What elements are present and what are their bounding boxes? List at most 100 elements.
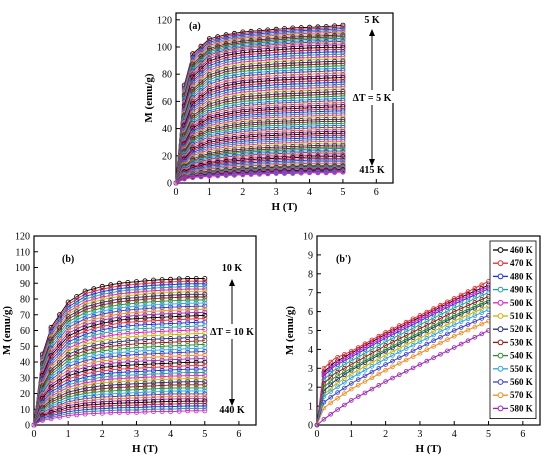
data-point — [185, 342, 191, 348]
series-line — [33, 285, 205, 426]
data-point — [240, 152, 246, 158]
data-point — [332, 169, 338, 175]
data-point — [298, 38, 304, 44]
series-line — [33, 358, 205, 426]
y-tick-label: 6 — [308, 307, 313, 318]
data-point — [125, 366, 131, 372]
data-point — [281, 27, 287, 33]
data-point — [340, 144, 346, 150]
data-point — [57, 378, 63, 384]
data-point — [65, 348, 71, 354]
data-point — [125, 327, 131, 333]
data-point — [150, 315, 156, 321]
data-point — [108, 410, 114, 416]
series-line — [33, 351, 205, 426]
data-point — [116, 342, 122, 348]
data-point — [99, 283, 105, 289]
data-point — [133, 315, 139, 321]
x-tick-label: 5 — [340, 187, 345, 198]
data-point — [150, 364, 156, 370]
data-point — [298, 170, 304, 176]
data-point — [125, 369, 131, 375]
data-point — [116, 378, 122, 384]
x-tick-label: 4 — [168, 429, 173, 440]
data-point — [176, 331, 182, 337]
data-point — [355, 371, 361, 377]
data-point — [290, 158, 296, 164]
data-point — [57, 365, 63, 371]
data-point — [240, 44, 246, 50]
data-point — [231, 44, 237, 50]
data-point — [185, 320, 191, 326]
data-point — [185, 278, 191, 284]
data-point — [168, 298, 174, 304]
data-point — [273, 157, 279, 163]
y-tick-label: 9 — [308, 250, 313, 261]
x-tick-label: 2 — [100, 429, 105, 440]
data-point — [438, 319, 443, 325]
series-line — [33, 278, 205, 426]
data-point — [116, 320, 122, 326]
data-point — [133, 292, 139, 298]
data-point — [431, 355, 436, 361]
data-point — [376, 382, 382, 388]
series-line — [33, 296, 205, 426]
data-point — [125, 334, 131, 340]
data-point — [472, 290, 478, 296]
data-point — [431, 323, 436, 328]
y-tick-label: 40 — [162, 124, 172, 135]
data-point — [281, 153, 287, 159]
data-point — [202, 275, 208, 281]
data-point — [125, 298, 131, 304]
data-point — [248, 150, 254, 156]
data-point — [91, 299, 97, 305]
data-point — [355, 348, 361, 354]
data-point — [369, 386, 375, 392]
data-point — [65, 367, 71, 373]
data-point — [116, 291, 122, 297]
data-point — [369, 354, 375, 360]
data-point — [159, 364, 165, 370]
data-point — [185, 313, 191, 319]
data-point — [176, 388, 182, 394]
data-point — [82, 328, 88, 334]
data-point — [82, 296, 88, 302]
data-point — [168, 301, 174, 307]
data-point — [202, 330, 208, 336]
data-point — [99, 341, 105, 347]
data-point — [424, 358, 430, 364]
data-point — [99, 334, 105, 340]
data-point — [445, 316, 450, 322]
y-tick-label: 40 — [20, 358, 30, 369]
data-point — [298, 26, 304, 32]
x-tick-label: 5 — [486, 429, 491, 440]
data-point — [265, 157, 271, 163]
data-point — [202, 297, 208, 303]
data-point — [248, 171, 254, 177]
data-point — [108, 357, 114, 363]
data-point — [202, 319, 208, 325]
series-line — [175, 153, 343, 184]
data-point — [185, 310, 191, 316]
data-point — [133, 306, 139, 312]
data-point — [142, 294, 148, 300]
data-point — [125, 295, 131, 301]
data-point — [91, 323, 97, 329]
data-point — [150, 290, 156, 296]
data-point — [340, 146, 346, 152]
data-point — [298, 150, 304, 156]
series-line — [33, 372, 205, 426]
data-point — [74, 354, 80, 360]
data-point — [340, 70, 346, 76]
data-point — [256, 153, 262, 159]
data-point — [116, 346, 122, 352]
y-tick-label: 8 — [308, 269, 313, 280]
data-point — [438, 351, 443, 357]
data-point — [91, 304, 97, 310]
data-point — [290, 147, 296, 153]
data-point — [193, 275, 199, 281]
data-point — [273, 170, 279, 176]
data-point — [65, 364, 71, 370]
data-point — [133, 365, 139, 371]
series-line — [316, 320, 489, 426]
